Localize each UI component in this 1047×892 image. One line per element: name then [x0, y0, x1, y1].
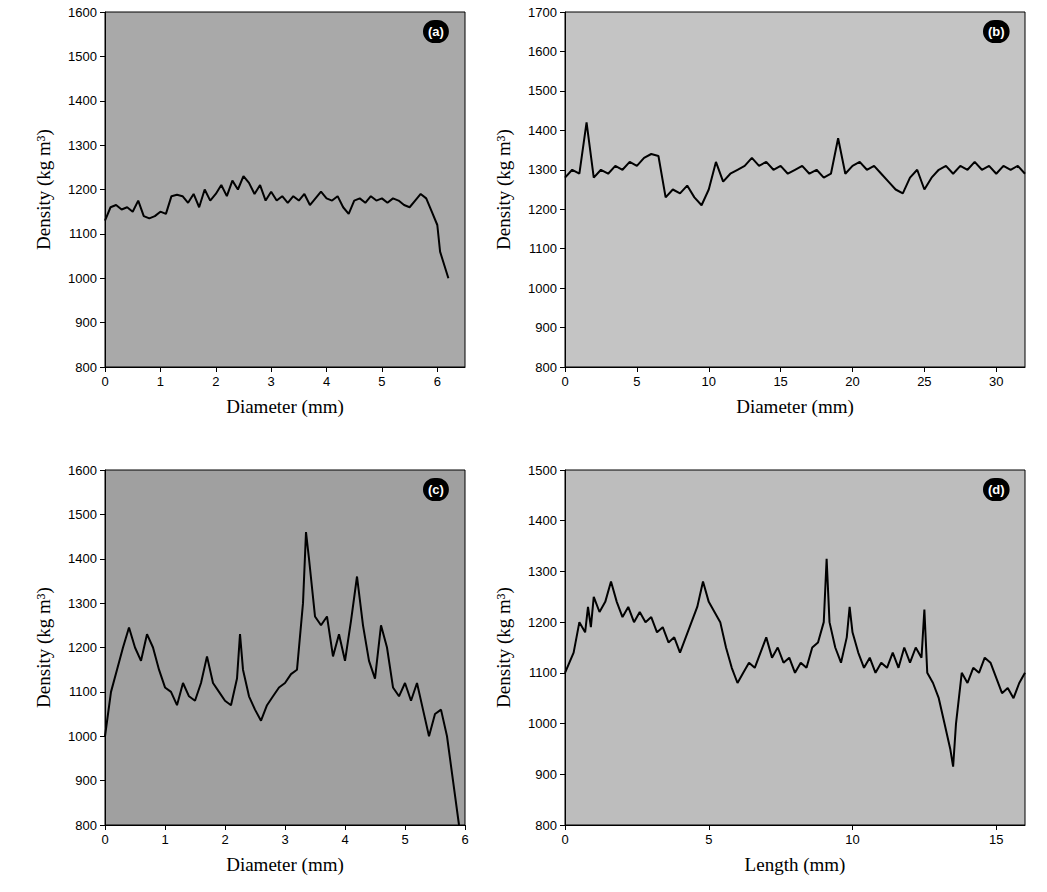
svg-text:Density (kg m³): Density (kg m³): [33, 587, 55, 708]
svg-text:Diameter (mm): Diameter (mm): [226, 854, 344, 876]
svg-text:5: 5: [378, 374, 385, 389]
svg-text:1400: 1400: [68, 93, 97, 108]
svg-text:5: 5: [401, 832, 408, 847]
svg-text:900: 900: [535, 767, 557, 782]
svg-text:4: 4: [341, 832, 348, 847]
svg-text:1200: 1200: [528, 615, 557, 630]
svg-text:Length (mm): Length (mm): [745, 854, 846, 876]
svg-text:2: 2: [221, 832, 228, 847]
svg-text:1300: 1300: [528, 162, 557, 177]
svg-text:Diameter (mm): Diameter (mm): [226, 396, 344, 418]
svg-text:3: 3: [281, 832, 288, 847]
svg-text:15: 15: [989, 832, 1003, 847]
svg-text:1600: 1600: [68, 463, 97, 478]
svg-text:1000: 1000: [528, 716, 557, 731]
svg-text:10: 10: [845, 832, 859, 847]
svg-text:Density (kg m³): Density (kg m³): [33, 129, 55, 250]
svg-text:800: 800: [75, 818, 97, 833]
svg-text:6: 6: [434, 374, 441, 389]
svg-text:1400: 1400: [528, 123, 557, 138]
svg-text:(c): (c): [428, 482, 444, 497]
svg-text:900: 900: [75, 315, 97, 330]
svg-text:1100: 1100: [529, 665, 557, 680]
svg-text:1400: 1400: [68, 551, 97, 566]
svg-text:30: 30: [989, 374, 1003, 389]
svg-text:1300: 1300: [68, 138, 97, 153]
svg-text:(b): (b): [988, 24, 1005, 39]
svg-text:1500: 1500: [68, 49, 97, 64]
svg-text:4: 4: [323, 374, 330, 389]
svg-text:6: 6: [461, 832, 468, 847]
svg-text:1000: 1000: [68, 271, 97, 286]
svg-text:1700: 1700: [528, 5, 557, 20]
svg-text:2: 2: [212, 374, 219, 389]
svg-text:1100: 1100: [529, 241, 557, 256]
svg-text:5: 5: [705, 832, 712, 847]
svg-text:Density (kg m³): Density (kg m³): [493, 129, 515, 250]
svg-text:800: 800: [535, 360, 557, 375]
svg-text:(d): (d): [988, 482, 1005, 497]
svg-text:Diameter (mm): Diameter (mm): [736, 396, 854, 418]
svg-text:1500: 1500: [528, 463, 557, 478]
svg-text:20: 20: [845, 374, 859, 389]
svg-text:5: 5: [633, 374, 640, 389]
svg-text:1000: 1000: [68, 729, 97, 744]
svg-text:1600: 1600: [528, 44, 557, 59]
svg-text:1: 1: [161, 832, 168, 847]
svg-text:1100: 1100: [69, 226, 97, 241]
svg-text:0: 0: [561, 832, 568, 847]
svg-text:800: 800: [75, 360, 97, 375]
svg-text:15: 15: [773, 374, 787, 389]
svg-text:1300: 1300: [68, 596, 97, 611]
svg-text:900: 900: [535, 320, 557, 335]
svg-text:1500: 1500: [68, 507, 97, 522]
svg-text:1200: 1200: [528, 202, 557, 217]
svg-text:1200: 1200: [68, 640, 97, 655]
svg-text:1: 1: [157, 374, 164, 389]
svg-text:Density (kg m³): Density (kg m³): [493, 587, 515, 708]
svg-text:1300: 1300: [528, 564, 557, 579]
svg-text:10: 10: [702, 374, 716, 389]
svg-text:1100: 1100: [69, 684, 97, 699]
svg-text:1600: 1600: [68, 5, 97, 20]
svg-text:(a): (a): [428, 24, 444, 39]
svg-text:1500: 1500: [528, 83, 557, 98]
svg-text:0: 0: [561, 374, 568, 389]
svg-text:25: 25: [917, 374, 931, 389]
svg-text:1400: 1400: [528, 513, 557, 528]
svg-text:800: 800: [535, 818, 557, 833]
svg-text:900: 900: [75, 773, 97, 788]
svg-text:1200: 1200: [68, 182, 97, 197]
svg-text:3: 3: [268, 374, 275, 389]
svg-text:1000: 1000: [528, 281, 557, 296]
svg-text:0: 0: [101, 374, 108, 389]
svg-text:0: 0: [101, 832, 108, 847]
